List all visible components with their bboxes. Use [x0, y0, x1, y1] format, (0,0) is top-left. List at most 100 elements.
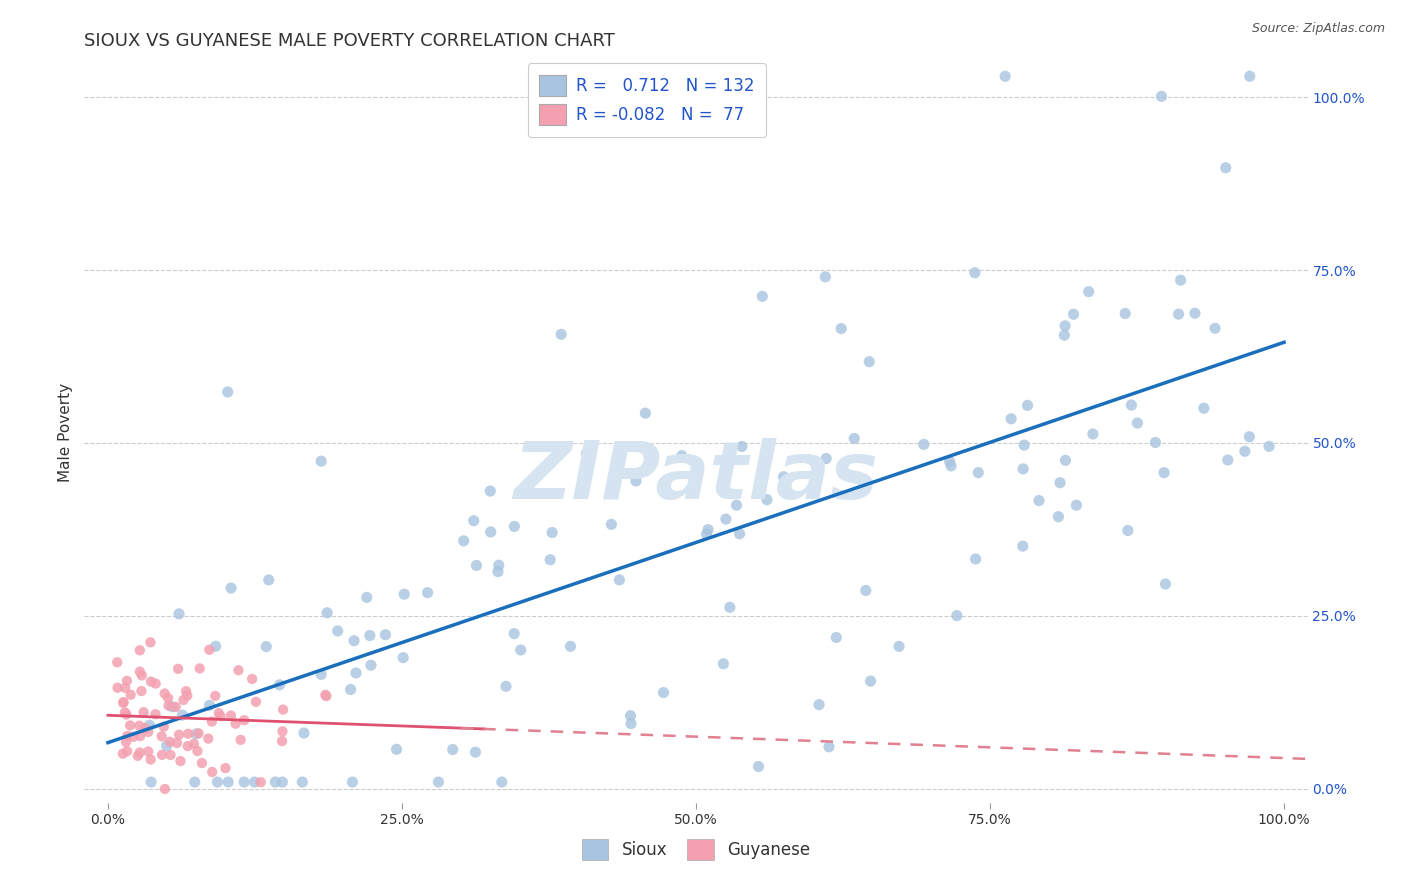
Point	[139, 635, 162, 649]
Point	[1154, 577, 1177, 591]
Point	[1167, 307, 1189, 321]
Point	[825, 631, 848, 645]
Point	[427, 775, 450, 789]
Point	[360, 658, 382, 673]
Point	[316, 606, 339, 620]
Point	[830, 321, 852, 335]
Point	[157, 698, 180, 713]
Point	[859, 674, 882, 689]
Point	[122, 730, 145, 744]
Point	[912, 437, 935, 451]
Point	[416, 585, 439, 599]
Point	[1192, 401, 1215, 416]
Point	[165, 699, 187, 714]
Point	[214, 761, 236, 775]
Point	[314, 688, 336, 702]
Point	[156, 739, 179, 753]
Text: SIOUX VS GUYANESE MALE POVERTY CORRELATION CHART: SIOUX VS GUYANESE MALE POVERTY CORRELATI…	[84, 32, 616, 50]
Point	[339, 682, 361, 697]
Point	[1011, 539, 1033, 553]
Point	[153, 781, 176, 796]
Point	[1047, 509, 1070, 524]
Point	[207, 775, 229, 789]
Point	[117, 729, 139, 743]
Point	[204, 689, 226, 703]
Point	[134, 721, 156, 735]
Point	[167, 662, 190, 676]
Point	[115, 673, 138, 688]
Point	[209, 709, 232, 723]
Point	[479, 524, 502, 539]
Point	[1239, 70, 1261, 84]
Point	[965, 552, 987, 566]
Point	[342, 775, 364, 789]
Point	[1258, 439, 1281, 453]
Point	[112, 696, 135, 710]
Point	[167, 607, 190, 621]
Point	[326, 624, 349, 638]
Point	[731, 440, 754, 454]
Point	[1000, 411, 1022, 425]
Point	[509, 643, 531, 657]
Point	[159, 735, 181, 749]
Point	[1077, 285, 1099, 299]
Point	[245, 695, 267, 709]
Point	[344, 665, 367, 680]
Point	[620, 716, 643, 731]
Point	[609, 573, 631, 587]
Point	[114, 706, 136, 720]
Point	[145, 707, 167, 722]
Point	[249, 775, 271, 789]
Point	[818, 739, 841, 754]
Point	[271, 724, 294, 739]
Point	[309, 454, 332, 468]
Point	[233, 775, 256, 789]
Point	[172, 693, 194, 707]
Text: ZIPatlas: ZIPatlas	[513, 438, 879, 516]
Point	[177, 739, 200, 753]
Point	[1126, 416, 1149, 430]
Point	[1170, 273, 1192, 287]
Point	[172, 708, 194, 723]
Point	[1114, 306, 1136, 320]
Point	[671, 449, 693, 463]
Point	[292, 726, 315, 740]
Point	[129, 729, 152, 743]
Point	[160, 699, 183, 714]
Point	[201, 764, 224, 779]
Point	[186, 744, 208, 758]
Point	[157, 691, 180, 706]
Point	[127, 748, 149, 763]
Point	[169, 754, 191, 768]
Point	[751, 289, 773, 303]
Point	[159, 747, 181, 762]
Point	[114, 681, 136, 695]
Point	[963, 266, 986, 280]
Point	[177, 727, 200, 741]
Point	[309, 667, 332, 681]
Point	[138, 718, 160, 732]
Point	[208, 706, 231, 720]
Point	[187, 726, 209, 740]
Point	[240, 672, 263, 686]
Point	[600, 517, 623, 532]
Point	[150, 747, 173, 762]
Point	[488, 558, 510, 573]
Point	[105, 655, 128, 669]
Point	[1012, 438, 1035, 452]
Point	[229, 732, 252, 747]
Point	[1054, 318, 1077, 333]
Point	[652, 685, 675, 699]
Point	[994, 70, 1017, 84]
Point	[1150, 89, 1173, 103]
Point	[453, 533, 475, 548]
Point	[132, 705, 155, 719]
Point	[356, 591, 378, 605]
Point	[1081, 427, 1104, 442]
Point	[465, 558, 488, 573]
Point	[1215, 161, 1237, 175]
Point	[264, 775, 287, 789]
Point	[153, 720, 176, 734]
Point	[374, 628, 396, 642]
Point	[385, 742, 408, 756]
